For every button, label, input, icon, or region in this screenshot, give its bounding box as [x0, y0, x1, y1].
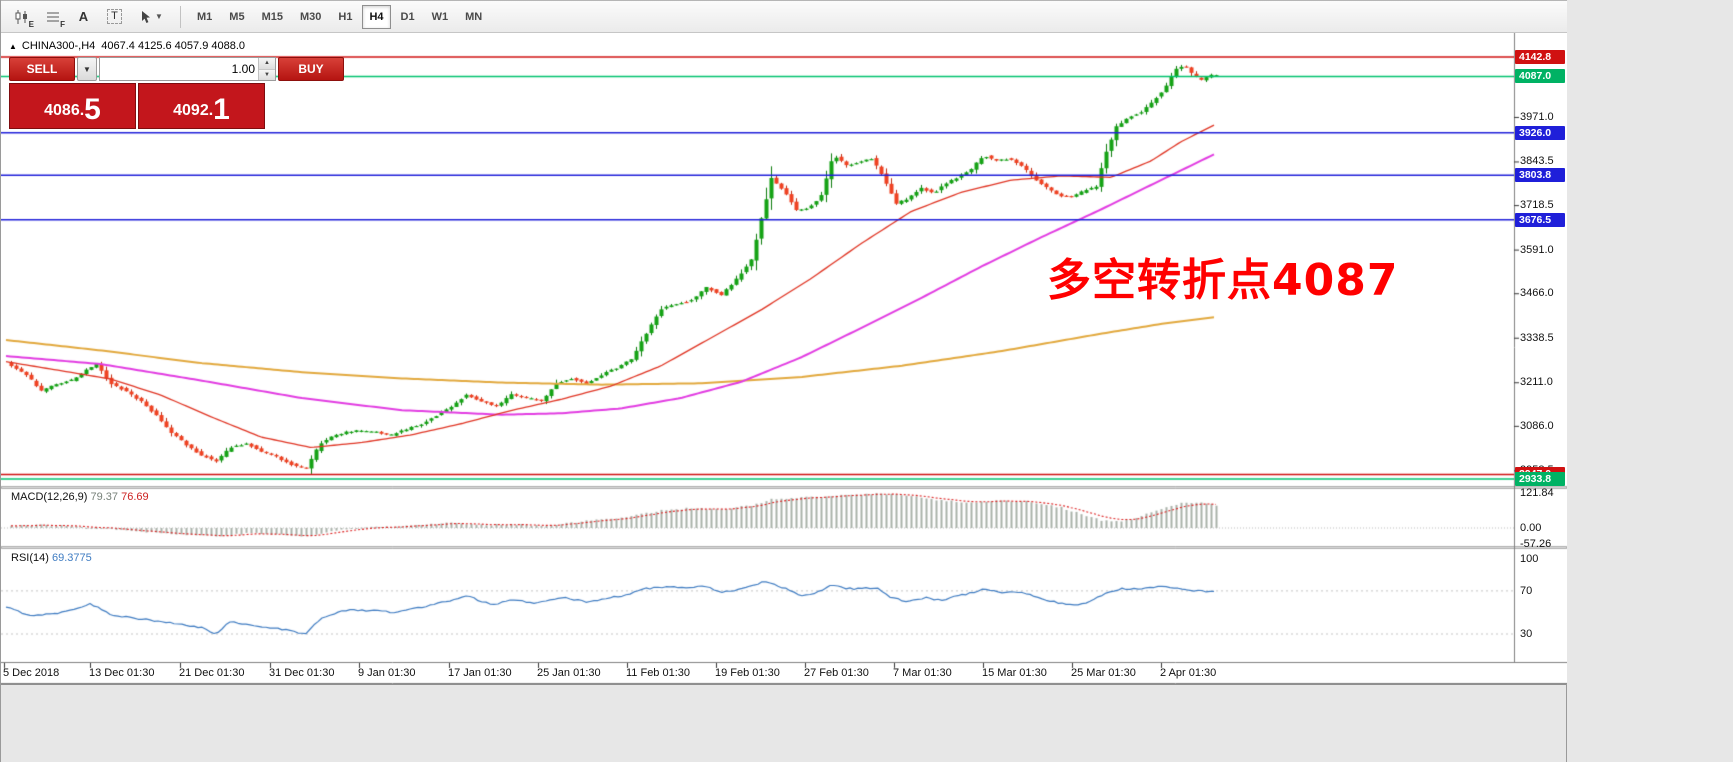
- time-axis-label: 11 Feb 01:30: [626, 667, 691, 679]
- ohlc-values: 4067.4 4125.6 4057.9 4088.0: [101, 40, 246, 52]
- time-axis-label: 17 Jan 01:30: [448, 667, 512, 679]
- text-label-tool-icon: A: [78, 9, 89, 24]
- chart-annotation-text: 多空转折点4087: [1047, 255, 1399, 306]
- collapse-trade-panel-icon[interactable]: ▲: [9, 41, 17, 51]
- macd-name: MACD(12,26,9): [11, 491, 88, 503]
- text-label-tool-button[interactable]: A: [69, 4, 98, 30]
- one-click-trading-widget: SELL ▼ ▲ ▼ BUY 4086.5 4092.1: [9, 57, 344, 129]
- bid-price-big-digit: 5: [84, 93, 101, 126]
- price-axis-tick: 3211.0: [1520, 376, 1553, 389]
- rsi-name: RSI(14): [11, 552, 49, 564]
- rsi-indicator-label: RSI(14) 69.3775: [11, 552, 92, 564]
- volume-box: ▲ ▼: [99, 57, 276, 81]
- indicator-list-button[interactable]: F: [38, 4, 67, 30]
- desktop-background: [1566, 0, 1733, 762]
- buy-button[interactable]: BUY: [278, 57, 344, 81]
- price-axis-tick: 3718.5: [1520, 199, 1554, 212]
- indicator-list-icon: [46, 12, 59, 21]
- price-axis-tick: 3086.0: [1520, 419, 1554, 432]
- ask-price-big-digit: 1: [213, 93, 230, 126]
- toolbar: E F A T ▼ M1 M5 M15 M30 H1 H4 D1 W1 MN: [1, 0, 1567, 33]
- timeframe-group: M1 M5 M15 M30 H1 H4 D1 W1 MN: [190, 4, 489, 29]
- macd-axis-label: 121.84: [1520, 487, 1554, 500]
- rsi-value: 69.3775: [51, 552, 92, 564]
- bid-price-main: 4086.: [44, 102, 85, 119]
- rsi-axis-label: 100: [1520, 552, 1539, 565]
- cursor-tool-button[interactable]: ▼: [131, 4, 171, 30]
- symbol-ohlc-line: ▲ CHINA300-,H4 4067.4 4125.6 4057.9 4088…: [9, 40, 245, 52]
- sell-button[interactable]: SELL: [9, 57, 75, 81]
- price-axis-tick: 3971.0: [1520, 110, 1554, 123]
- toolbar-separator: [180, 5, 181, 28]
- timeframe-button-m5[interactable]: M5: [229, 10, 245, 23]
- bid-price-button[interactable]: 4086. 5: [9, 83, 136, 129]
- window-bottom-area: [1, 684, 1567, 762]
- volume-decrease-button[interactable]: ▼: [259, 69, 275, 80]
- price-line-badge: 4142.8: [1515, 50, 1565, 64]
- time-axis-label: 25 Mar 01:30: [1071, 667, 1136, 679]
- timeframe-button-w1[interactable]: W1: [431, 10, 449, 23]
- timeframe-button-m30[interactable]: M30: [299, 10, 322, 23]
- price-line-badge: 4087.0: [1515, 69, 1565, 84]
- icon-sub-letter: F: [60, 19, 65, 29]
- timeframe-button-h1[interactable]: H1: [338, 10, 353, 23]
- price-line-badge: 3803.8: [1515, 168, 1565, 183]
- price-axis-tick: 3591.0: [1520, 243, 1554, 256]
- timeframe-button-h4[interactable]: H4: [362, 4, 391, 29]
- time-axis-label: 15 Mar 01:30: [982, 667, 1047, 679]
- macd-axis-label: 0.00: [1520, 522, 1542, 534]
- chevron-down-icon: ▼: [83, 64, 91, 74]
- time-axis-label: 2 Apr 01:30: [1160, 667, 1217, 679]
- time-axis-label: 25 Jan 01:30: [537, 667, 601, 679]
- rsi-axis-label: 30: [1520, 628, 1533, 640]
- timeframe-button-mn[interactable]: MN: [465, 10, 483, 23]
- time-axis-label: 21 Dec 01:30: [179, 667, 245, 679]
- macd-signal-value: 76.69: [121, 491, 149, 503]
- text-box-tool-icon: T: [107, 9, 122, 24]
- time-axis-label: 13 Dec 01:30: [89, 667, 155, 679]
- macd-indicator-label: MACD(12,26,9) 79.37 76.69: [11, 491, 149, 503]
- macd-axis-label: -57.26: [1520, 538, 1552, 551]
- time-axis-label: 5 Dec 2018: [3, 667, 60, 679]
- chart-canvas[interactable]: [1, 33, 1567, 684]
- time-axis-label: 7 Mar 01:30: [893, 667, 952, 679]
- order-type-dropdown[interactable]: ▼: [77, 57, 97, 81]
- time-axis-label: 31 Dec 01:30: [269, 667, 335, 679]
- timeframe-button-m1[interactable]: M1: [197, 10, 213, 23]
- macd-main-value: 79.37: [90, 491, 119, 503]
- volume-spinner: ▲ ▼: [258, 58, 275, 80]
- time-axis-label: 9 Jan 01:30: [358, 667, 416, 679]
- timeframe-button-m15[interactable]: M15: [261, 10, 283, 23]
- ask-price-button[interactable]: 4092. 1: [138, 83, 265, 129]
- candlestick-chart-icon: [15, 9, 27, 24]
- price-line-badge: 3676.5: [1515, 212, 1565, 227]
- candlestick-chart-button[interactable]: E: [7, 4, 36, 30]
- timeframe-button-d1[interactable]: D1: [400, 10, 415, 23]
- time-axis[interactable]: 5 Dec 2018 13 Dec 01:30 21 Dec 01:30 31 Dec…: [1, 663, 1514, 684]
- icon-sub-letter: E: [28, 19, 34, 29]
- price-axis[interactable]: 3971.0 3843.5 3718.5 3591.0 3466.0 3338.5 3211…: [1514, 33, 1567, 684]
- ask-price-main: 4092.: [173, 102, 214, 119]
- volume-input[interactable]: [100, 58, 258, 80]
- price-line-badge: 2933.8: [1515, 471, 1565, 486]
- cursor-tool-icon: [142, 10, 151, 23]
- volume-increase-button[interactable]: ▲: [259, 58, 275, 70]
- symbol-name: CHINA300-,H4: [21, 40, 96, 52]
- price-line-badge: 3926.0: [1515, 125, 1565, 140]
- chevron-down-icon: ▼: [155, 12, 163, 21]
- price-axis-tick: 3338.5: [1520, 331, 1554, 344]
- time-axis-label: 27 Feb 01:30: [804, 667, 869, 679]
- mt4-window: E F A T ▼ M1 M5 M15 M30 H1 H4 D1 W1 MN ▲: [0, 0, 1567, 762]
- time-axis-label: 19 Feb 01:30: [715, 667, 780, 679]
- price-axis-tick: 3843.5: [1520, 155, 1554, 168]
- price-axis-tick: 3466.0: [1520, 287, 1554, 300]
- rsi-axis-label: 70: [1520, 584, 1533, 597]
- text-box-tool-button[interactable]: T: [100, 4, 129, 30]
